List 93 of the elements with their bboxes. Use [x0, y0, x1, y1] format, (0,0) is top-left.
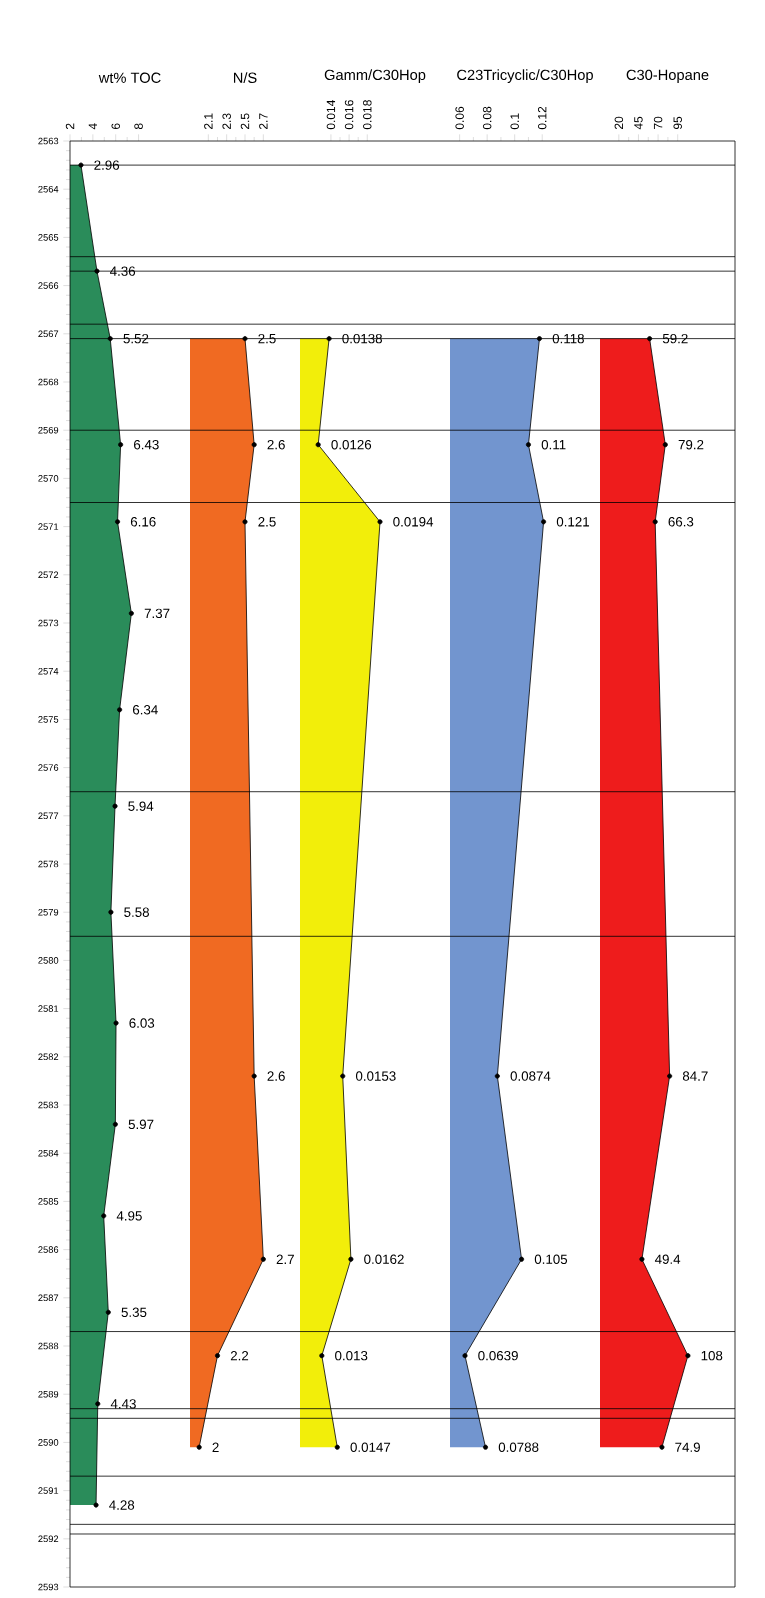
x-tick-label: 0.12: [537, 106, 547, 130]
y-tick-label: 2578: [38, 860, 59, 868]
annotation: 6.16: [130, 517, 156, 527]
y-tick-label: 2566: [38, 282, 59, 289]
y-tick-label: 2570: [38, 475, 59, 482]
x-tick-label: 0.1: [510, 113, 519, 130]
annotation: 108: [701, 1350, 723, 1361]
annotation: 2.96: [94, 160, 120, 170]
annotation: 0.0162: [364, 1254, 404, 1264]
chart-title: N/S: [233, 72, 257, 83]
annotation: 0.11: [541, 439, 566, 450]
y-tick-label: 2589: [38, 1390, 59, 1398]
annotation: 5.97: [128, 1119, 154, 1130]
x-tick-label: 0.014: [326, 99, 336, 130]
x-tick-label: 70: [653, 116, 663, 130]
y-tick-label: 2575: [38, 716, 59, 723]
x-tick-label: 0.018: [363, 100, 372, 130]
x-tick-label: 2.7: [259, 113, 268, 130]
annotation: 0.0639: [478, 1350, 518, 1361]
annotation: 66.3: [668, 517, 694, 527]
annotation: 6.43: [134, 439, 159, 450]
y-tick-label: 2572: [38, 571, 59, 579]
annotation: 5.58: [124, 907, 149, 917]
x-tick-label: 0.06: [455, 106, 464, 130]
annotation: 7.37: [144, 608, 170, 619]
y-tick-label: 2588: [38, 1342, 59, 1350]
x-tick-label: 20: [614, 116, 624, 130]
annotation: 0.013: [335, 1350, 368, 1361]
y-tick-label: 2564: [38, 185, 59, 193]
annotation: 6.03: [129, 1018, 155, 1028]
annotation: 2.5: [258, 517, 276, 527]
y-tick-label: 2587: [38, 1294, 59, 1302]
annotation: 2.7: [276, 1254, 294, 1264]
y-tick-label: 2573: [38, 619, 59, 627]
x-tick-label: 0.016: [344, 100, 354, 130]
annotation: 79.2: [678, 439, 704, 450]
x-tick-label: 4: [88, 123, 97, 130]
x-tick-label: 8: [134, 123, 143, 130]
annotation: 0.105: [534, 1254, 568, 1264]
y-tick-label: 2568: [38, 378, 59, 386]
annotation: 5.35: [121, 1307, 147, 1317]
y-tick-label: 2591: [38, 1487, 59, 1494]
annotation: 0.0194: [393, 517, 434, 527]
y-tick-label: 2581: [38, 1005, 59, 1012]
y-tick-label: 2576: [38, 764, 59, 771]
x-tick-label: 2.1: [204, 113, 213, 130]
x-tick-label: 2.5: [240, 113, 250, 130]
annotation: 2.6: [267, 1071, 285, 1081]
y-tick-label: 2584: [38, 1149, 59, 1157]
x-tick-label: 0.08: [482, 106, 492, 130]
annotation: 4.28: [109, 1500, 135, 1510]
annotation: 0.0874: [510, 1071, 551, 1081]
annotation: 2.2: [230, 1351, 249, 1361]
annotation: 84.7: [682, 1071, 708, 1081]
annotation: 0.121: [556, 517, 590, 527]
x-tick-label: 6: [111, 123, 120, 130]
annotation: 4.36: [110, 266, 136, 276]
y-tick-label: 2583: [38, 1101, 59, 1109]
annotation: 49.4: [654, 1254, 681, 1264]
y-tick-label: 2565: [38, 234, 59, 241]
x-tick-label: 45: [634, 116, 643, 130]
y-tick-label: 2585: [38, 1198, 59, 1205]
x-tick-label: 2: [65, 123, 75, 130]
chart-title: C23Tricyclic/C30Hop: [457, 69, 593, 83]
y-tick-label: 2571: [38, 523, 59, 530]
y-tick-label: 2590: [38, 1439, 59, 1446]
chart-title: C30-Hopane: [626, 69, 709, 83]
x-tick-label: 2.3: [222, 113, 231, 130]
annotation: 2: [212, 1442, 219, 1452]
annotation: 6.34: [132, 705, 158, 715]
chart-title: wt% TOC: [98, 72, 161, 83]
y-tick-label: 2574: [38, 667, 59, 675]
y-tick-label: 2563: [38, 137, 59, 145]
x-tick-label: 95: [673, 116, 682, 130]
y-tick-label: 2586: [38, 1246, 59, 1253]
y-tick-label: 2567: [38, 330, 59, 338]
annotation: 4.95: [116, 1211, 142, 1221]
annotation: 0.0153: [355, 1071, 396, 1081]
annotation: 4.43: [110, 1399, 136, 1409]
annotation: 2.6: [267, 439, 285, 450]
y-tick-label: 2593: [38, 1583, 59, 1591]
y-tick-label: 2569: [38, 426, 59, 434]
y-tick-label: 2579: [38, 908, 59, 916]
annotation: 5.94: [128, 801, 154, 811]
chart-title: Gamm/C30Hop: [324, 69, 426, 83]
y-tick-label: 2592: [38, 1535, 59, 1543]
annotation: 0.0147: [350, 1442, 391, 1452]
y-tick-label: 2577: [38, 812, 59, 820]
annotation: 0.0126: [331, 439, 372, 450]
annotation: 0.0788: [498, 1442, 539, 1452]
annotation: 74.9: [675, 1442, 700, 1452]
y-tick-label: 2580: [38, 957, 59, 964]
y-tick-label: 2582: [38, 1053, 59, 1061]
